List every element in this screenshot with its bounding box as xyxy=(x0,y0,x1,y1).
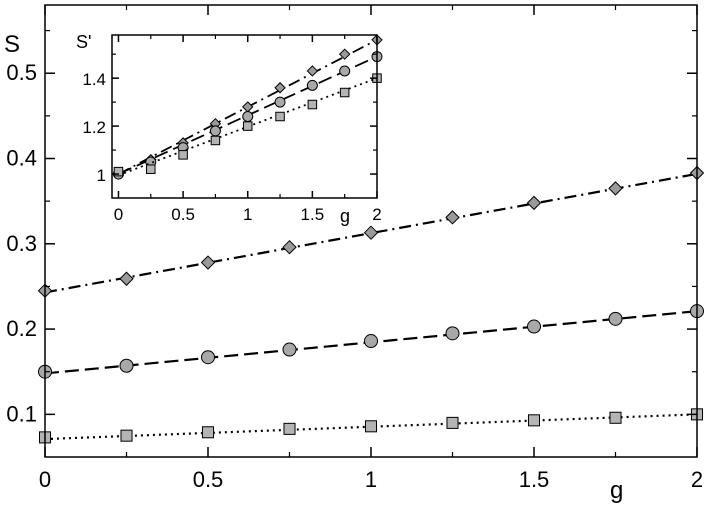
main-point-square xyxy=(120,429,133,442)
inset-frame xyxy=(111,34,378,199)
main-y-tick-label: 0.2 xyxy=(6,316,37,341)
inset-x-tick-label: 1.5 xyxy=(301,205,325,224)
main-point-diamond xyxy=(445,210,460,225)
main-point-diamond xyxy=(200,255,216,270)
main-point-square xyxy=(527,414,541,427)
inset-y-axis-title: S' xyxy=(76,32,91,52)
inset-point-square xyxy=(307,99,318,110)
inset-x-tick-label: 1 xyxy=(243,205,252,224)
main-point-square xyxy=(201,426,215,439)
main-point-diamond xyxy=(526,195,542,211)
main-point-square xyxy=(609,411,622,424)
main-y-tick-label: 0.1 xyxy=(6,401,37,426)
main-fit-line-square xyxy=(44,413,698,441)
inset-x-tick-label: 0 xyxy=(114,205,123,224)
main-point-square xyxy=(364,420,378,433)
inset-plot: 0 0.5 1 1.5 2 1 1.2 1.4 g S' xyxy=(76,32,383,226)
inset-point-square xyxy=(275,111,285,122)
inset-point-diamond xyxy=(274,82,286,94)
inset-point-square xyxy=(113,166,124,177)
inset-point-diamond xyxy=(306,65,319,77)
inset-x-tick-label: 0.5 xyxy=(171,205,195,224)
main-point-circle xyxy=(282,342,297,357)
inset-point-square xyxy=(210,135,221,146)
main-point-square xyxy=(446,416,459,429)
main-y-tick-label: 0.3 xyxy=(6,231,37,256)
main-x-tick-label: 1.5 xyxy=(519,467,550,492)
inset-point-square xyxy=(339,87,350,98)
main-point-diamond xyxy=(282,239,297,255)
inset-y-tick-label: 1 xyxy=(97,166,106,185)
main-x-tick-label: 1 xyxy=(365,467,377,492)
main-point-diamond xyxy=(119,271,134,286)
main-point-circle xyxy=(608,311,623,326)
main-x-tick-label: 0 xyxy=(39,467,51,492)
main-point-circle xyxy=(527,319,541,334)
main-point-diamond xyxy=(363,225,379,240)
inset-point-circle xyxy=(306,79,318,91)
inset-point-circle xyxy=(339,65,351,77)
inset-x-tick-label: 2 xyxy=(372,205,381,224)
main-y-tick-label: 0.5 xyxy=(6,60,37,85)
inset-y-tick-label: 1.4 xyxy=(82,70,106,89)
main-point-circle xyxy=(201,350,215,365)
main-point-circle xyxy=(364,334,378,349)
main-point-circle xyxy=(445,326,460,341)
inset-point-square xyxy=(242,121,253,131)
inset-point-diamond xyxy=(338,48,351,60)
main-y-tick-label: 0.4 xyxy=(6,146,37,171)
inset-point-circle xyxy=(242,111,254,122)
inset-point-circle xyxy=(274,96,286,108)
main-x-tick-label: 0.5 xyxy=(193,467,224,492)
main-x-axis-title: g xyxy=(610,477,623,504)
inset-x-axis-title: g xyxy=(340,206,350,226)
main-y-axis-title: S xyxy=(4,31,20,58)
main-point-diamond xyxy=(608,181,623,196)
inset-point-square xyxy=(146,164,156,174)
main-x-tick-label: 2 xyxy=(691,467,703,492)
inset-point-circle xyxy=(209,125,221,137)
inset-y-tick-label: 1.2 xyxy=(82,118,106,137)
inset-point-square xyxy=(178,150,188,160)
main-point-square xyxy=(283,422,296,435)
main-fit-line-diamond xyxy=(44,172,698,294)
main-point-circle xyxy=(119,358,134,373)
